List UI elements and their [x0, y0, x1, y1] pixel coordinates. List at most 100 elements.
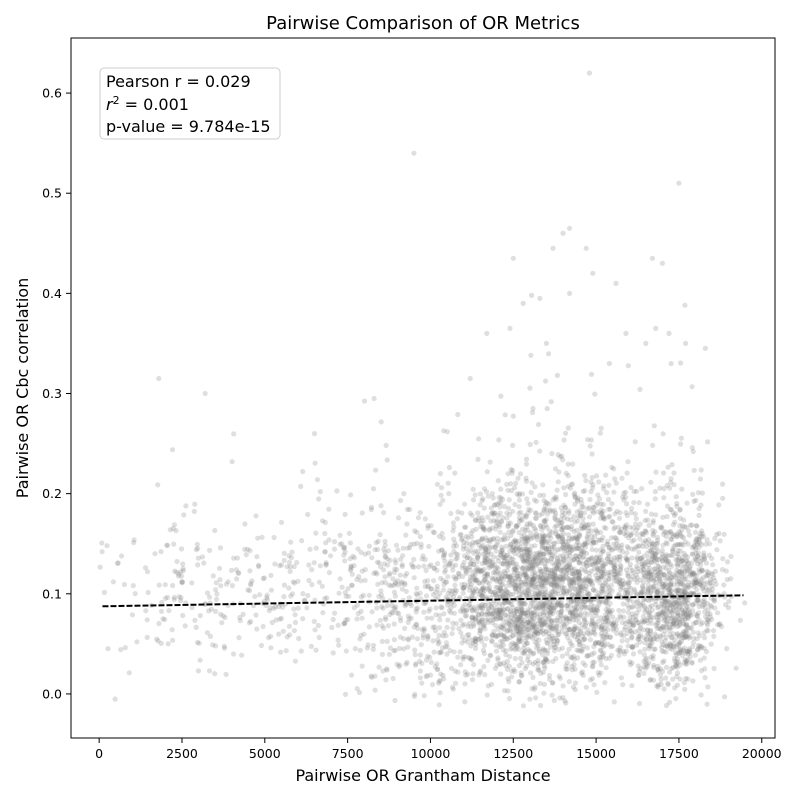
scatter-point [627, 561, 634, 567]
scatter-point [683, 621, 689, 627]
scatter-point [513, 608, 519, 614]
scatter-point [520, 599, 526, 605]
scatter-point [511, 608, 518, 614]
scatter-point [630, 644, 636, 650]
scatter-point [298, 483, 304, 489]
scatter-point [558, 603, 565, 609]
scatter-point [524, 640, 530, 647]
scatter-point [630, 604, 636, 610]
scatter-point [695, 597, 701, 603]
scatter-point [568, 481, 574, 487]
scatter-point [572, 613, 578, 619]
scatter-point [600, 633, 607, 640]
scatter-point [572, 624, 578, 630]
scatter-point [595, 570, 601, 576]
scatter-point [486, 606, 492, 612]
scatter-point [605, 619, 611, 625]
scatter-point [692, 580, 698, 586]
scatter-point [504, 606, 510, 612]
scatter-point [494, 616, 500, 622]
scatter-point [566, 524, 572, 531]
scatter-point [569, 565, 575, 571]
scatter-point [652, 489, 659, 495]
scatter-point [551, 639, 557, 645]
scatter-point [568, 579, 574, 586]
scatter-point [532, 684, 538, 690]
scatter-point [481, 526, 487, 533]
scatter-point [512, 578, 518, 585]
scatter-point [533, 604, 539, 610]
scatter-point [493, 592, 499, 599]
scatter-point [469, 677, 476, 683]
scatter-point [445, 480, 451, 486]
scatter-point [511, 561, 517, 567]
scatter-point [701, 655, 707, 661]
scatter-point [551, 572, 557, 578]
scatter-point [336, 642, 342, 648]
scatter-point [685, 566, 691, 572]
scatter-point [296, 635, 302, 642]
scatter-point [466, 602, 472, 608]
scatter-point [606, 559, 612, 565]
scatter-point [605, 569, 611, 575]
scatter-point [206, 608, 212, 614]
scatter-point [600, 627, 606, 633]
scatter-point [626, 534, 632, 541]
scatter-point [516, 615, 522, 621]
scatter-point [436, 639, 442, 645]
scatter-point [602, 642, 608, 648]
scatter-point [291, 628, 297, 634]
scatter-point [681, 589, 687, 595]
scatter-point [498, 638, 504, 645]
scatter-point [485, 552, 491, 558]
scatter-point [590, 505, 596, 511]
scatter-point [647, 617, 653, 623]
scatter-point [295, 605, 301, 611]
scatter-point [601, 638, 607, 644]
scatter-point [403, 661, 409, 667]
scatter-point [331, 539, 338, 545]
scatter-point [532, 543, 538, 549]
scatter-point [533, 645, 540, 651]
scatter-point [576, 638, 582, 645]
scatter-point [498, 643, 504, 649]
scatter-point [379, 623, 385, 629]
scatter-point [441, 611, 447, 617]
scatter-point [572, 494, 578, 500]
scatter-point [313, 530, 319, 536]
scatter-point [650, 442, 656, 448]
scatter-point [489, 632, 495, 638]
scatter-point [561, 616, 567, 622]
scatter-point [522, 579, 528, 585]
scatter-point [657, 569, 663, 575]
scatter-point [613, 557, 620, 563]
scatter-point [518, 623, 524, 629]
scatter-point [654, 589, 660, 595]
scatter-point [742, 600, 748, 606]
scatter-point [441, 582, 447, 588]
scatter-point [588, 568, 595, 574]
scatter-point [555, 598, 562, 605]
scatter-point [622, 525, 628, 532]
scatter-point [538, 670, 544, 677]
scatter-point [583, 563, 590, 569]
scatter-point [695, 647, 701, 653]
scatter-point [530, 587, 536, 593]
scatter-point [688, 612, 694, 618]
scatter-point [483, 617, 489, 623]
scatter-point [501, 551, 507, 557]
scatter-point [506, 696, 513, 702]
scatter-point [507, 622, 513, 628]
scatter-point [471, 561, 477, 568]
scatter-point [608, 559, 614, 566]
scatter-point [680, 647, 686, 653]
scatter-point [661, 610, 667, 616]
scatter-point [536, 649, 543, 655]
scatter-point [519, 606, 525, 612]
scatter-point [516, 547, 522, 553]
scatter-point [610, 519, 616, 525]
scatter-point [517, 619, 523, 625]
scatter-point [665, 682, 671, 688]
scatter-point [590, 270, 596, 276]
scatter-point [579, 566, 585, 572]
